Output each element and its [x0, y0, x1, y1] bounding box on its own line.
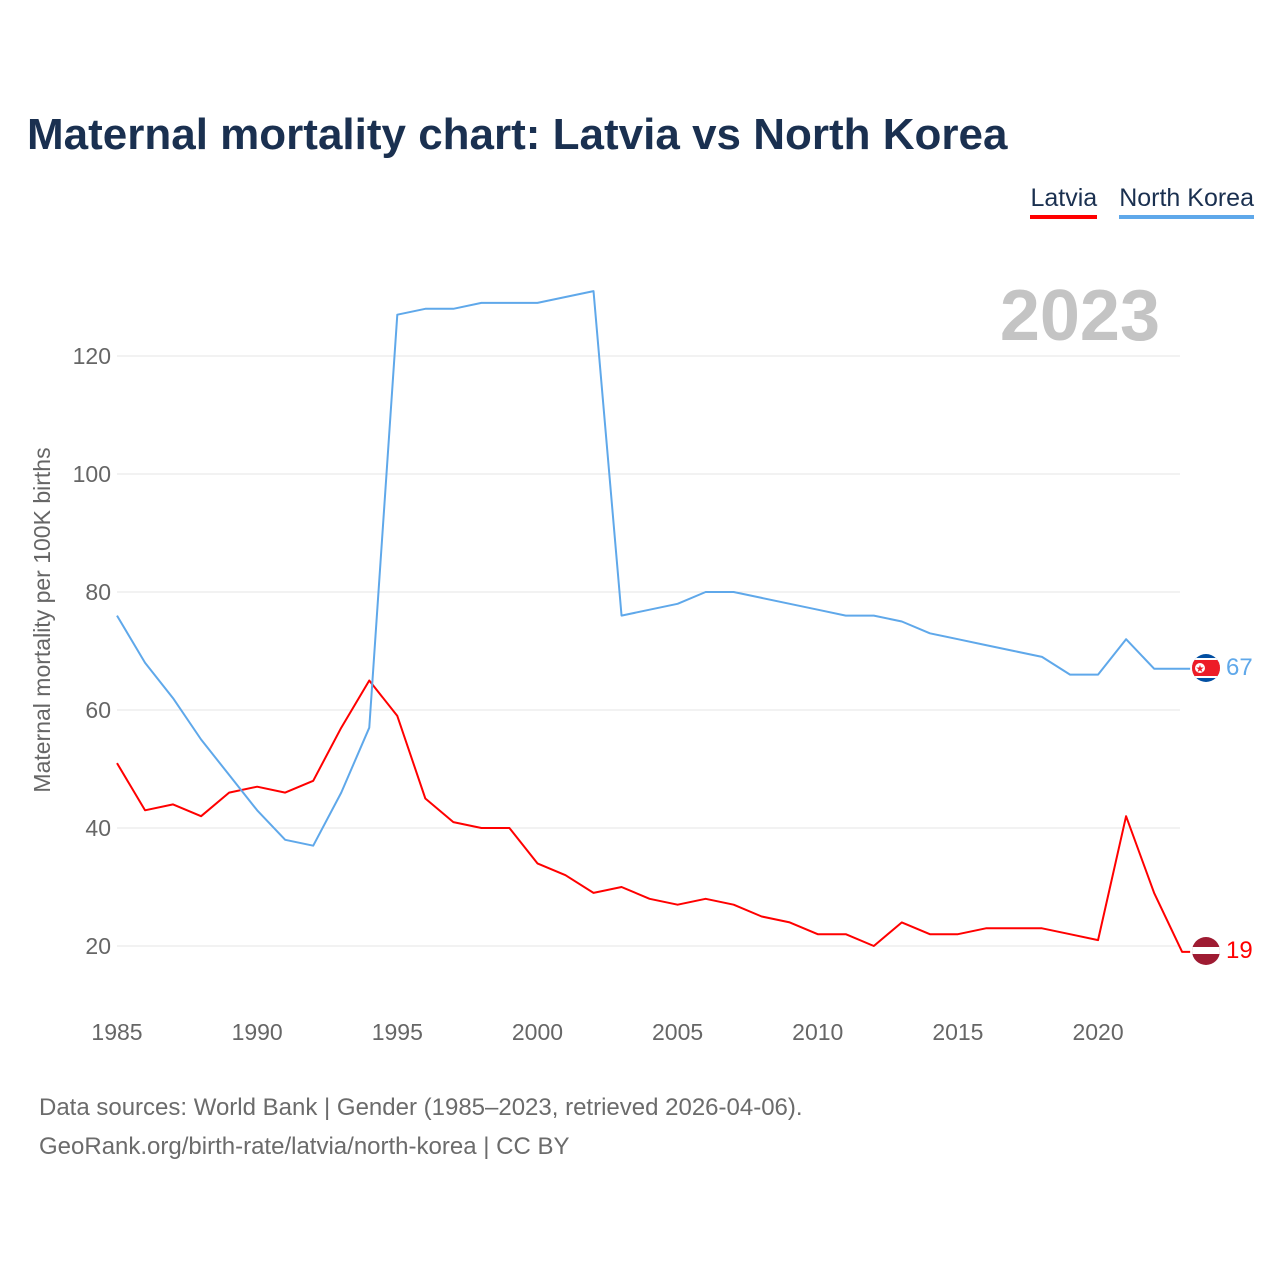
y-tick-label: 80: [85, 579, 111, 605]
y-tick-label: 120: [73, 343, 111, 369]
legend-latvia[interactable]: Latvia: [1030, 184, 1098, 219]
x-tick-label: 2000: [512, 1019, 563, 1045]
y-tick-label: 40: [85, 815, 111, 841]
series-line-latvia: [116, 679, 1191, 953]
legend-north-korea[interactable]: North Korea: [1119, 184, 1254, 219]
x-tick-label: 2010: [792, 1019, 843, 1045]
north-korea-end-label: 67: [1226, 654, 1253, 681]
latvia-flag-icon: [1192, 937, 1220, 965]
latvia-end-label: 19: [1226, 937, 1253, 964]
source-line-1: Data sources: World Bank | Gender (1985–…: [39, 1094, 803, 1121]
chart-title: Maternal mortality chart: Latvia vs Nort…: [27, 110, 1008, 159]
x-tick-label: 1995: [372, 1019, 423, 1045]
svg-text:★: ★: [1196, 664, 1205, 675]
series-line-north-korea: [116, 290, 1191, 847]
legend: Latvia North Korea: [1030, 184, 1254, 219]
x-tick-label: 1990: [232, 1019, 283, 1045]
y-tick-label: 60: [85, 697, 111, 723]
y-axis-label: Maternal mortality per 100K births: [29, 447, 55, 792]
y-tick-label: 20: [85, 933, 111, 959]
x-tick-label: 2015: [932, 1019, 983, 1045]
x-tick-label: 2005: [652, 1019, 703, 1045]
source-line-2[interactable]: GeoRank.org/birth-rate/latvia/north-kore…: [39, 1133, 570, 1160]
x-tick-label: 1985: [91, 1019, 142, 1045]
year-watermark: 2023: [1000, 276, 1160, 356]
north-korea-flag-icon: ★: [1192, 654, 1220, 682]
source-note: Data sources: World Bank | Gender (1985–…: [39, 1088, 803, 1166]
x-tick-label: 2020: [1072, 1019, 1123, 1045]
y-tick-label: 100: [73, 461, 111, 487]
